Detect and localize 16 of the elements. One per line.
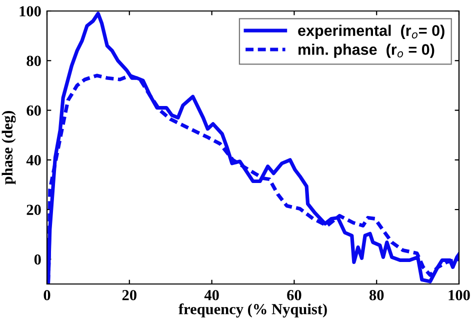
legend-label: experimental (r$_{o}$= 0) bbox=[298, 24, 444, 39]
x-tick-label: 100 bbox=[448, 290, 470, 300]
y-tick-label: 40 bbox=[26, 155, 41, 166]
y-tick-label: 60 bbox=[26, 105, 41, 116]
x-tick-label: 60 bbox=[287, 290, 302, 300]
x-tick-label: 20 bbox=[122, 290, 136, 300]
x-axis-title: frequency (% Nyquist) bbox=[178, 303, 327, 318]
y-tick-label: 0 bbox=[34, 254, 41, 265]
legend-label: min. phase (r$_{o}$ = 0) bbox=[298, 44, 434, 58]
x-tick-label: 0 bbox=[44, 290, 50, 300]
y-tick-label: 80 bbox=[26, 56, 41, 66]
y-tick-label: 20 bbox=[26, 204, 41, 215]
y-tick-label: 100 bbox=[20, 6, 41, 16]
x-tick-label: 80 bbox=[369, 290, 384, 300]
x-tick-label: 40 bbox=[204, 290, 219, 300]
y-axis-title: phase (deg) bbox=[2, 111, 16, 184]
